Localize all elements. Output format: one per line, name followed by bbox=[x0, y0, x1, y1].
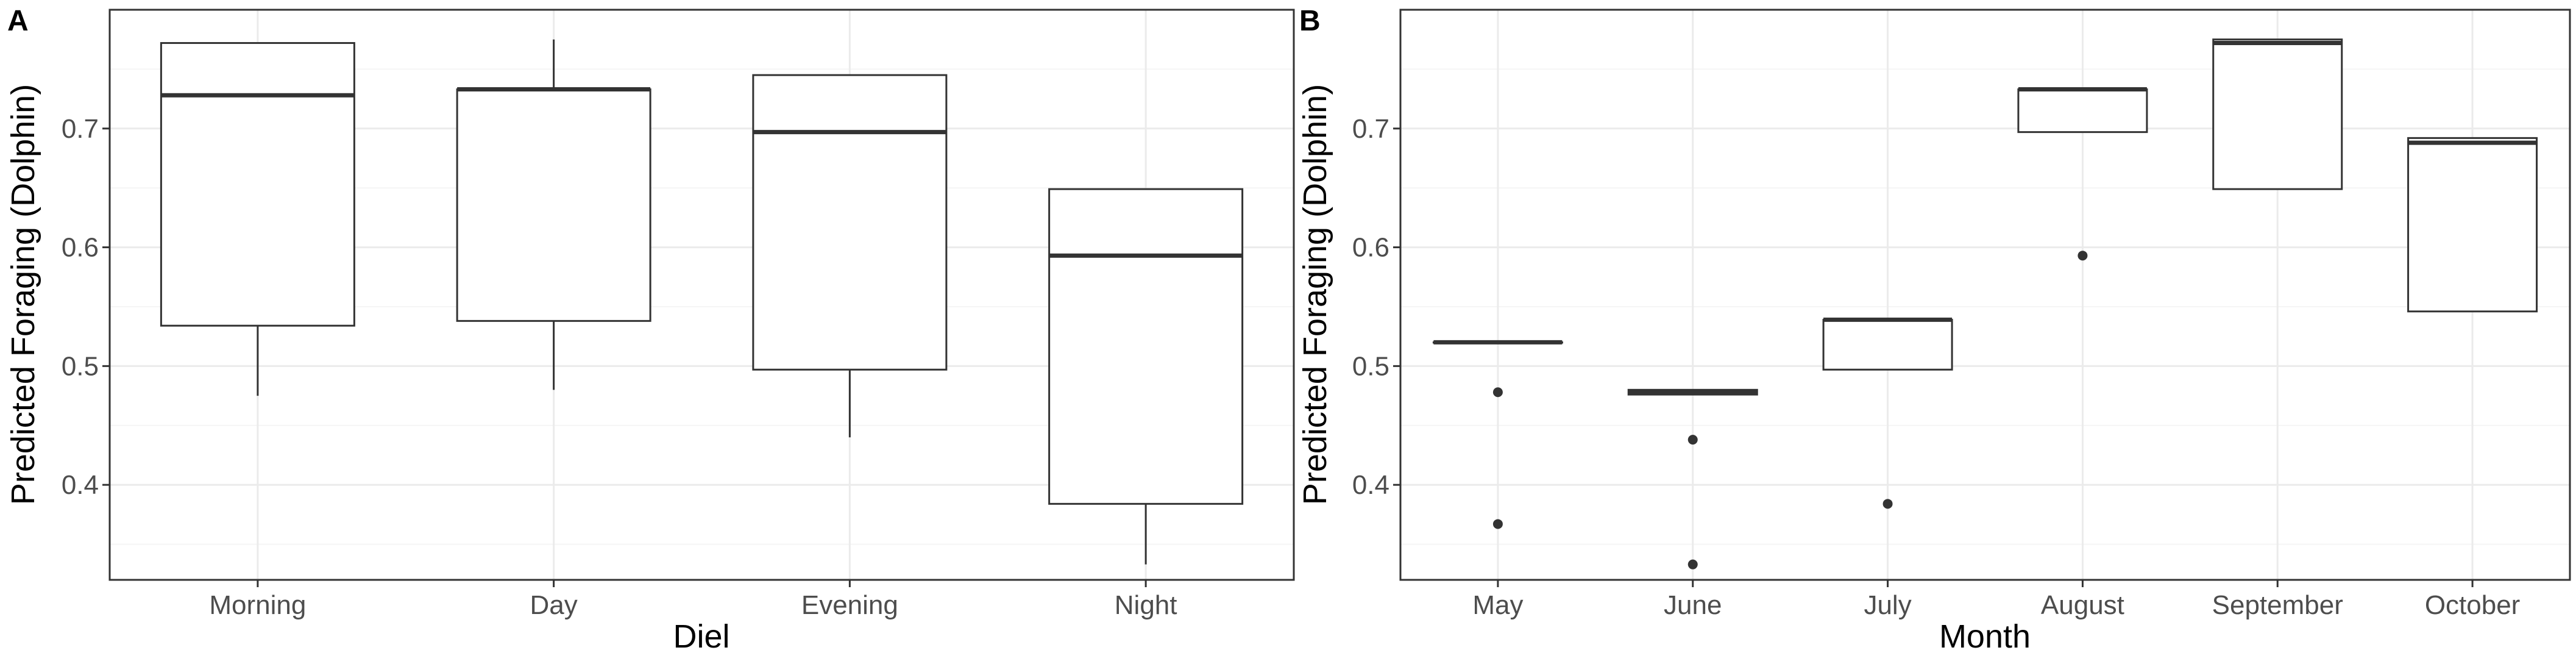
panel-b: 0.4 0.5 0.6 0.7 May June July August September O… bbox=[1297, 5, 2571, 655]
panel-a-border bbox=[108, 9, 1295, 581]
panel-b-x-tick-label: October bbox=[2425, 590, 2521, 620]
panel-b-x-tick-label: May bbox=[1472, 590, 1523, 620]
panel-a-box-morning bbox=[160, 42, 355, 396]
panel-b-box-october bbox=[2407, 137, 2538, 313]
iqr-box bbox=[2212, 38, 2343, 190]
panel-a-x-tick-label: Morning bbox=[209, 590, 306, 620]
iqr-box bbox=[1822, 318, 1953, 371]
outlier-point bbox=[1492, 387, 1503, 398]
panel-a-y-tick-label: 0.7 bbox=[62, 114, 99, 144]
outlier-point bbox=[1687, 435, 1698, 445]
panel-b-y-tick-label: 0.6 bbox=[1352, 233, 1389, 263]
panel-a-boxes bbox=[160, 39, 1244, 565]
panel-a-y-tick-label: 0.4 bbox=[62, 470, 99, 500]
panel-b-y-tick-label: 0.7 bbox=[1352, 114, 1389, 144]
panel-a-box-evening bbox=[752, 74, 948, 438]
outlier-point bbox=[1882, 499, 1893, 509]
panel-a-x-tick-label: Evening bbox=[801, 590, 898, 620]
iqr-box bbox=[752, 74, 948, 371]
iqr-box bbox=[160, 42, 355, 327]
outlier-point bbox=[2077, 251, 2088, 261]
panel-b-box-august bbox=[2017, 87, 2148, 261]
panel-b-boxes bbox=[1432, 38, 2538, 569]
panel-a-x-ticks: Morning Day Evening Night bbox=[209, 580, 1177, 620]
outlier-point bbox=[1492, 519, 1503, 529]
panel-b-x-ticks: May June July August September October bbox=[1472, 580, 2520, 620]
panel-b-x-tick-label: September bbox=[2212, 590, 2343, 620]
panel-a-letter: A bbox=[7, 5, 29, 37]
panel-a-x-axis-title: Diel bbox=[673, 618, 729, 655]
panel-b-y-tick-label: 0.4 bbox=[1352, 470, 1389, 500]
panel-a-y-ticks: 0.4 0.5 0.6 0.7 bbox=[62, 114, 110, 500]
outlier-point bbox=[1687, 559, 1698, 569]
panel-b-y-ticks: 0.4 0.5 0.6 0.7 bbox=[1352, 114, 1400, 500]
panel-b-plot-area bbox=[1400, 10, 2570, 580]
panel-b-x-tick-label: July bbox=[1864, 590, 1911, 620]
panel-b-x-tick-label: August bbox=[2041, 590, 2124, 620]
panel-a-y-axis-title: Predicted Foraging (Dolphin) bbox=[5, 84, 41, 505]
panel-b-letter: B bbox=[1299, 5, 1321, 37]
panel-a-x-tick-label: Night bbox=[1115, 590, 1177, 620]
panel-b-x-axis-title: Month bbox=[1939, 618, 2031, 655]
panel-a-box-night bbox=[1048, 188, 1244, 565]
iqr-box bbox=[456, 88, 651, 322]
iqr-box bbox=[2017, 88, 2148, 134]
panel-b-box-july bbox=[1822, 317, 1953, 509]
panel-a: 0.4 0.5 0.6 0.7 Morning Day Evening Night A Di… bbox=[5, 5, 1295, 655]
panel-b-box-september bbox=[2212, 38, 2343, 190]
panel-b-x-tick-label: June bbox=[1664, 590, 1722, 620]
panel-b-box-june bbox=[1627, 388, 1758, 569]
iqr-box bbox=[2407, 137, 2538, 313]
panel-a-y-tick-label: 0.6 bbox=[62, 233, 99, 263]
panel-a-y-tick-label: 0.5 bbox=[62, 351, 99, 381]
panel-a-box-day bbox=[456, 39, 651, 390]
panel-b-box-may bbox=[1432, 340, 1563, 529]
iqr-box bbox=[1048, 188, 1244, 505]
panel-b-y-tick-label: 0.5 bbox=[1352, 351, 1389, 381]
panel-a-x-tick-label: Day bbox=[530, 590, 578, 620]
panel-b-y-axis-title: Predicted Foraging (Dolphin) bbox=[1297, 84, 1333, 505]
panel-b-border bbox=[1399, 9, 2571, 581]
